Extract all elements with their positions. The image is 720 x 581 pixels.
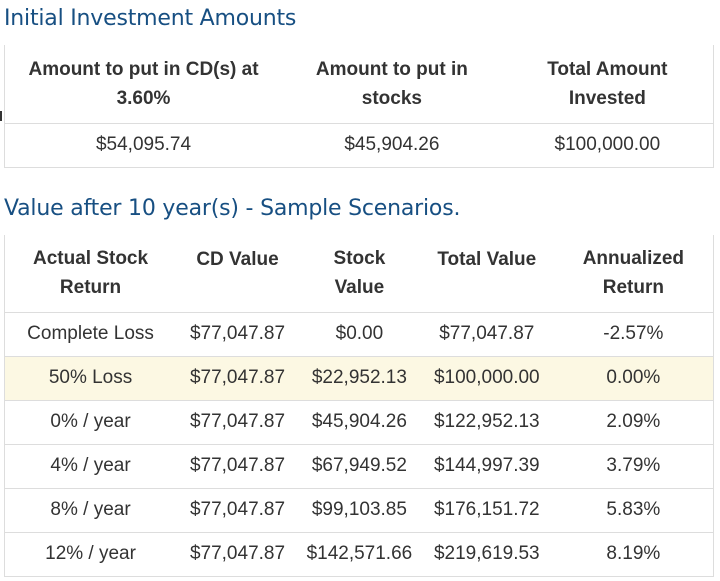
annualized-return: 3.79% (606, 455, 661, 476)
cd-value: $77,047.87 (189, 455, 286, 476)
header-stock-value: Stock Value (333, 248, 386, 299)
stock-amount-value: $45,904.26 (344, 134, 440, 155)
cd-value: $77,047.87 (189, 367, 286, 388)
cd-value: $77,047.87 (189, 411, 286, 432)
annualized-return: 8.19% (606, 543, 661, 564)
header-annualized-return: Annualized Return (582, 248, 685, 299)
annualized-return: -2.57% (603, 323, 664, 344)
scenario-rows: Complete Loss $77,047.87 $0.00 $77,047.87 -2… (4, 312, 714, 576)
stock-value: $22,952.13 (311, 367, 407, 388)
cd-value: $77,047.87 (189, 543, 286, 564)
total-value: $176,151.72 (433, 499, 540, 520)
table-header-row: Actual Stock Return CD Value Stock Value… (4, 235, 714, 312)
initial-investment-table: Amount to put in CD(s) at 3.60% Amount t… (4, 45, 714, 168)
scenarios-table: Actual Stock Return CD Value Stock Value… (4, 235, 714, 577)
table-row: $54,095.74 $45,904.26 $100,000.00 (5, 123, 714, 167)
initial-investment-title: Initial Investment Amounts (4, 6, 297, 31)
table-row: 4% / year $77,047.87 $67,949.52 $144,997.39… (4, 444, 714, 488)
table-row: Complete Loss $77,047.87 $0.00 $77,047.87 -2… (4, 312, 714, 356)
stock-value: $142,571.66 (306, 543, 413, 564)
total-value: $100,000.00 (433, 367, 540, 388)
header-total-value: Total Value (437, 249, 537, 270)
header-cd-value: CD Value (196, 249, 279, 270)
annualized-return: 0.00% (606, 367, 661, 388)
table-row: 50% Loss $77,047.87 $22,952.13 $100,000.00 0… (4, 356, 714, 400)
scenario-label: 0% / year (50, 411, 131, 432)
scenario-label: 8% / year (50, 499, 131, 520)
scenarios-title: Value after 10 year(s) - Sample Scenario… (4, 196, 461, 221)
stock-value: $45,904.26 (311, 411, 407, 432)
total-value: $77,047.87 (439, 323, 535, 344)
total-invested-value: $100,000.00 (554, 134, 661, 155)
stock-value: $0.00 (335, 323, 384, 344)
header-stock-amount: Amount to put in stocks (315, 58, 468, 109)
scenario-label: 4% / year (50, 455, 131, 476)
header-actual-stock-return: Actual Stock Return (32, 248, 149, 299)
table-row: 8% / year $77,047.87 $99,103.85 $176,151.72… (4, 488, 714, 532)
table-row: 12% / year $77,047.87 $142,571.66 $219,619.… (4, 532, 714, 576)
cd-value: $77,047.87 (189, 323, 286, 344)
total-value: $219,619.53 (433, 543, 540, 564)
total-value: $122,952.13 (433, 411, 540, 432)
table-header-row: Amount to put in CD(s) at 3.60% Amount t… (4, 45, 714, 123)
header-cd-amount: Amount to put in CD(s) at 3.60% (28, 58, 259, 109)
cd-value: $77,047.87 (189, 499, 286, 520)
annualized-return: 5.83% (606, 499, 661, 520)
stock-value: $67,949.52 (311, 455, 407, 476)
total-value: $144,997.39 (433, 455, 540, 476)
stock-value: $99,103.85 (311, 499, 407, 520)
edge-marker (0, 111, 2, 121)
scenario-label: Complete Loss (27, 323, 154, 344)
cd-amount-value: $54,095.74 (95, 134, 192, 155)
scenario-label: 50% Loss (48, 367, 133, 388)
scenario-label: 12% / year (45, 543, 136, 564)
table-row: 0% / year $77,047.87 $45,904.26 $122,952.13… (4, 400, 714, 444)
annualized-return: 2.09% (606, 411, 661, 432)
header-total-invested: Total Amount Invested (547, 58, 668, 109)
